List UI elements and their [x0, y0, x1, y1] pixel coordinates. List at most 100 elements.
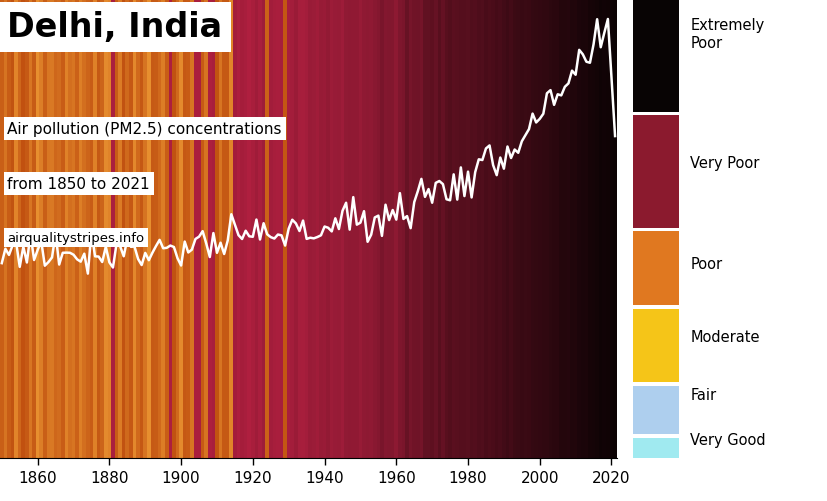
Bar: [100, 0, 104, 458]
Bar: [197, 0, 201, 458]
Bar: [258, 0, 261, 458]
Bar: [495, 0, 498, 458]
Bar: [380, 0, 384, 458]
Bar: [337, 0, 341, 458]
Bar: [404, 0, 409, 458]
Bar: [172, 0, 175, 458]
Bar: [115, 0, 118, 458]
Bar: [318, 0, 323, 458]
Bar: [247, 0, 251, 458]
Bar: [61, 0, 65, 458]
Bar: [118, 0, 122, 458]
Bar: [609, 0, 613, 458]
Bar: [161, 0, 165, 458]
Bar: [18, 0, 22, 458]
Bar: [633, 232, 678, 305]
Bar: [140, 0, 143, 458]
Bar: [186, 0, 190, 458]
Bar: [280, 0, 283, 458]
Bar: [419, 0, 423, 458]
Bar: [240, 0, 244, 458]
Bar: [566, 0, 570, 458]
Bar: [519, 0, 523, 458]
Bar: [132, 0, 136, 458]
Bar: [154, 0, 158, 458]
Bar: [46, 0, 50, 458]
Bar: [251, 0, 255, 458]
Bar: [126, 0, 129, 458]
Bar: [598, 0, 602, 458]
Bar: [0, 0, 3, 458]
Bar: [633, 0, 678, 112]
Bar: [584, 0, 587, 458]
Bar: [473, 0, 476, 458]
Bar: [68, 0, 72, 458]
Bar: [201, 0, 204, 458]
Bar: [433, 0, 437, 458]
Bar: [633, 382, 678, 386]
Bar: [573, 0, 576, 458]
Bar: [11, 0, 14, 458]
Bar: [423, 0, 426, 458]
Bar: [183, 0, 186, 458]
Bar: [65, 0, 68, 458]
Bar: [212, 0, 215, 458]
Bar: [452, 0, 455, 458]
Bar: [394, 0, 398, 458]
Bar: [89, 0, 93, 458]
Bar: [633, 228, 678, 232]
Bar: [605, 0, 609, 458]
Bar: [218, 0, 222, 458]
Bar: [552, 0, 555, 458]
Bar: [469, 0, 473, 458]
Bar: [426, 0, 430, 458]
Text: Very Poor: Very Poor: [690, 155, 759, 170]
Text: Delhi, India: Delhi, India: [7, 12, 222, 45]
Bar: [376, 0, 380, 458]
Text: Very Good: Very Good: [690, 432, 765, 447]
Bar: [559, 0, 562, 458]
Bar: [366, 0, 369, 458]
Bar: [232, 0, 237, 458]
Text: from 1850 to 2021: from 1850 to 2021: [7, 176, 150, 191]
Bar: [222, 0, 226, 458]
Bar: [290, 0, 294, 458]
Bar: [283, 0, 287, 458]
Bar: [265, 0, 269, 458]
Text: Moderate: Moderate: [690, 330, 759, 344]
Bar: [32, 0, 36, 458]
Bar: [25, 0, 29, 458]
Bar: [358, 0, 362, 458]
Bar: [143, 0, 147, 458]
Bar: [487, 0, 490, 458]
Bar: [43, 0, 46, 458]
Bar: [340, 0, 344, 458]
Bar: [538, 0, 541, 458]
Bar: [165, 0, 169, 458]
Bar: [527, 0, 530, 458]
Bar: [111, 0, 115, 458]
Bar: [304, 0, 308, 458]
Bar: [136, 0, 140, 458]
Bar: [633, 386, 678, 434]
Bar: [57, 0, 61, 458]
Bar: [229, 0, 233, 458]
Bar: [415, 0, 419, 458]
Bar: [108, 0, 111, 458]
Bar: [326, 0, 330, 458]
Bar: [523, 0, 527, 458]
Bar: [294, 0, 298, 458]
Bar: [169, 0, 172, 458]
Bar: [541, 0, 544, 458]
Bar: [412, 0, 415, 458]
Bar: [272, 0, 276, 458]
Text: airqualitystripes.info: airqualitystripes.info: [7, 231, 145, 244]
Bar: [208, 0, 212, 458]
Bar: [505, 0, 509, 458]
Bar: [369, 0, 373, 458]
Bar: [587, 0, 591, 458]
Bar: [441, 0, 444, 458]
Bar: [562, 0, 566, 458]
Bar: [555, 0, 559, 458]
Bar: [476, 0, 480, 458]
